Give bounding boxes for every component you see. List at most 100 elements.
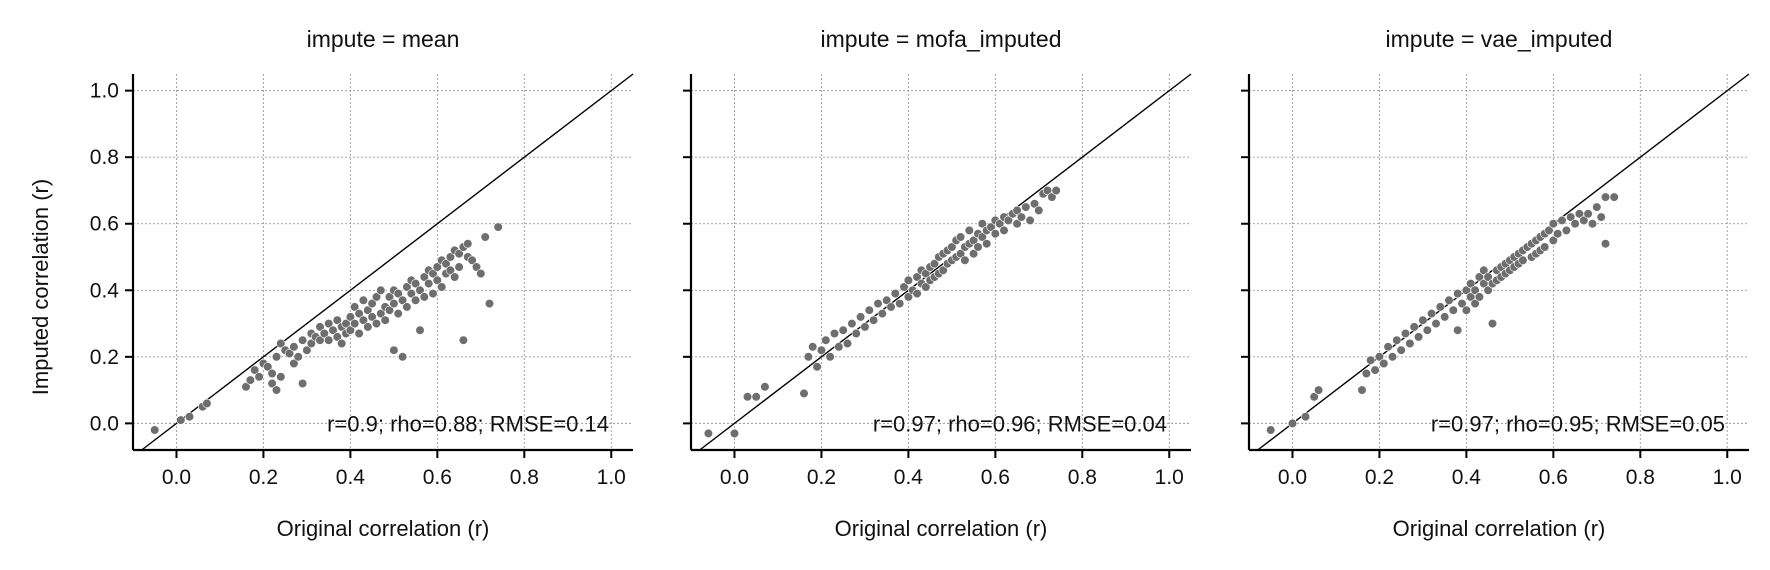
data-point bbox=[454, 262, 464, 272]
data-point bbox=[1396, 345, 1406, 355]
data-point bbox=[1453, 325, 1463, 335]
data-point bbox=[337, 338, 347, 349]
data-point bbox=[1487, 319, 1498, 329]
data-point bbox=[350, 302, 360, 312]
data-point bbox=[1266, 425, 1276, 435]
data-point bbox=[968, 235, 979, 245]
data-point bbox=[1047, 192, 1057, 202]
data-point bbox=[1479, 265, 1489, 275]
data-point bbox=[437, 282, 447, 292]
data-point bbox=[860, 322, 870, 332]
data-point bbox=[1431, 319, 1441, 329]
y-tick-label: 0.4 bbox=[90, 279, 120, 302]
data-point bbox=[982, 239, 992, 249]
data-point bbox=[254, 372, 264, 382]
data-point bbox=[289, 342, 299, 352]
data-point bbox=[877, 309, 887, 319]
data-point bbox=[454, 249, 464, 259]
data-point bbox=[384, 292, 395, 302]
data-point bbox=[458, 335, 469, 345]
data-point bbox=[903, 292, 914, 302]
data-point bbox=[955, 249, 966, 259]
data-point bbox=[345, 325, 356, 335]
data-point bbox=[1409, 322, 1419, 332]
x-tick-label: 0.0 bbox=[162, 466, 191, 489]
x-tick-label: 1.0 bbox=[597, 466, 626, 489]
data-point bbox=[419, 292, 429, 302]
data-point bbox=[921, 269, 931, 279]
data-point bbox=[1544, 225, 1554, 235]
data-point bbox=[1583, 209, 1593, 219]
data-point bbox=[424, 279, 434, 289]
data-point bbox=[851, 328, 861, 339]
data-point bbox=[471, 262, 482, 272]
data-point bbox=[816, 345, 827, 355]
data-point bbox=[250, 365, 260, 375]
y-tick-label: 0.2 bbox=[90, 346, 119, 369]
chart-panel-2: 0.0 0.2 0.4 0.6 0.8 1.0 impute = mofa_imputed O… bbox=[683, 26, 1192, 541]
x-axis-label: Original correlation (r) bbox=[277, 516, 490, 541]
data-point bbox=[445, 265, 456, 275]
data-point bbox=[332, 332, 342, 342]
data-point bbox=[245, 375, 255, 385]
data-point bbox=[842, 338, 853, 349]
data-point bbox=[354, 309, 364, 319]
data-point bbox=[1483, 272, 1493, 282]
data-point bbox=[480, 232, 490, 242]
x-axis-label: Original correlation (r) bbox=[1393, 516, 1606, 541]
data-point bbox=[241, 382, 251, 392]
data-point bbox=[289, 358, 299, 369]
data-point bbox=[1540, 242, 1550, 252]
data-point bbox=[1413, 332, 1424, 342]
data-point bbox=[855, 312, 866, 322]
x-tick-label: 0.6 bbox=[1539, 466, 1568, 489]
data-point bbox=[402, 282, 412, 292]
y-tick-label: 0.8 bbox=[90, 146, 119, 169]
data-point bbox=[1570, 219, 1580, 229]
data-point bbox=[358, 295, 369, 305]
data-point bbox=[1021, 202, 1031, 212]
data-point bbox=[977, 219, 987, 229]
data-point bbox=[1457, 299, 1467, 309]
data-point bbox=[1309, 392, 1319, 402]
data-point bbox=[895, 299, 905, 309]
data-point bbox=[419, 272, 429, 282]
data-point bbox=[995, 219, 1005, 229]
data-point bbox=[1561, 225, 1571, 235]
data-point bbox=[1003, 215, 1014, 225]
data-point bbox=[1426, 309, 1437, 319]
data-point bbox=[1548, 235, 1558, 245]
data-point bbox=[384, 305, 395, 315]
data-point bbox=[389, 299, 399, 309]
data-point bbox=[1357, 385, 1367, 395]
data-point bbox=[184, 412, 195, 422]
data-point bbox=[476, 269, 486, 279]
data-point bbox=[1435, 302, 1445, 312]
x-tick-label: 0.4 bbox=[336, 466, 366, 489]
data-point bbox=[1609, 192, 1619, 202]
data-point bbox=[276, 338, 286, 349]
data-point bbox=[838, 325, 848, 335]
x-tick-label: 0.0 bbox=[720, 466, 749, 489]
data-point bbox=[999, 225, 1009, 235]
data-point bbox=[1592, 202, 1602, 212]
data-point bbox=[428, 289, 438, 299]
data-point bbox=[411, 295, 421, 305]
data-point bbox=[1012, 205, 1022, 215]
data-point bbox=[973, 242, 983, 252]
data-point bbox=[1461, 305, 1471, 315]
data-point bbox=[1034, 205, 1044, 215]
data-point bbox=[834, 342, 844, 352]
data-point bbox=[751, 392, 761, 402]
data-point bbox=[463, 239, 473, 249]
data-point bbox=[1418, 315, 1428, 325]
data-point bbox=[450, 272, 460, 282]
data-point bbox=[398, 295, 408, 305]
data-point bbox=[1025, 215, 1035, 225]
data-point bbox=[1370, 365, 1380, 375]
x-tick-label: 0.8 bbox=[510, 466, 539, 489]
data-point bbox=[1287, 418, 1298, 429]
panel-title: impute = mofa_imputed bbox=[821, 26, 1062, 52]
data-point bbox=[302, 345, 312, 355]
data-point bbox=[432, 275, 442, 285]
